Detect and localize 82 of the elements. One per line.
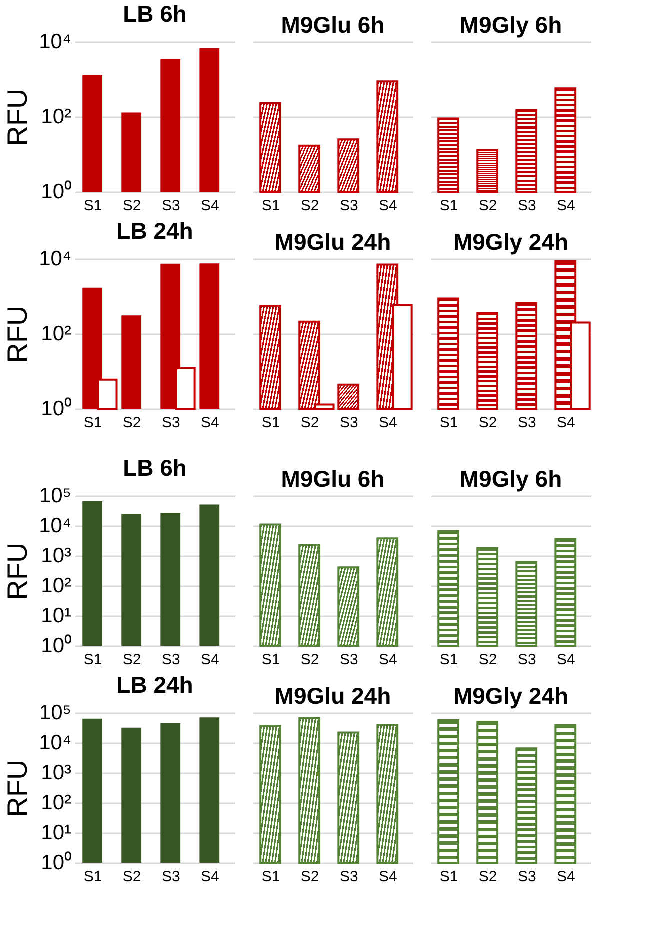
x-tick-label: S1 xyxy=(262,652,280,668)
x-tick-label: S2 xyxy=(300,198,320,214)
y-tick-label: 10³ xyxy=(41,544,72,568)
x-tick-label: S2 xyxy=(478,414,498,432)
x-tick-label: S1 xyxy=(84,414,102,432)
y-tick-label: 10² xyxy=(41,106,72,128)
x-tick-label: S1 xyxy=(440,868,458,886)
x-tick-label: S4 xyxy=(378,652,398,668)
chart-title: M9Glu 6h xyxy=(281,12,385,38)
x-tick-label: S1 xyxy=(440,198,458,214)
y-tick-label: 10⁰ xyxy=(41,398,72,420)
chart-title: M9Gly 6h xyxy=(460,466,562,492)
y-axis-title: RFU xyxy=(2,542,34,600)
y-axis-title: RFU xyxy=(2,88,34,146)
chart-title: M9Gly 24h xyxy=(453,683,569,709)
x-tick-label: S4 xyxy=(200,652,220,668)
x-tick-label: S1 xyxy=(262,414,280,432)
y-tick-label: 10² xyxy=(41,322,72,346)
x-tick-label: S1 xyxy=(440,414,458,432)
y-tick-label: 10⁰ xyxy=(41,180,72,204)
x-tick-label: S3 xyxy=(518,652,536,668)
x-tick-label: S2 xyxy=(122,868,142,886)
x-tick-label: S1 xyxy=(262,198,280,214)
x-tick-label: S2 xyxy=(300,868,320,886)
x-tick-label: S4 xyxy=(200,868,220,886)
y-tick-label: 10⁴ xyxy=(39,732,72,754)
y-tick-label: 10¹ xyxy=(41,822,72,844)
y-tick-label: 10⁰ xyxy=(41,634,72,658)
x-tick-label: S2 xyxy=(300,414,320,432)
chart-title: M9Glu 24h xyxy=(274,229,392,255)
chart-title: LB 6h xyxy=(123,455,187,481)
x-tick-label: S2 xyxy=(122,414,142,432)
y-tick-label: 10⁵ xyxy=(39,484,72,508)
x-tick-label: S4 xyxy=(556,414,576,432)
x-tick-label: S4 xyxy=(378,198,398,214)
x-tick-label: S4 xyxy=(200,198,220,214)
y-axis-title: RFU xyxy=(2,760,34,818)
x-tick-label: S3 xyxy=(162,652,180,668)
x-tick-label: S4 xyxy=(556,652,576,668)
x-tick-label: S3 xyxy=(162,414,180,432)
x-tick-label: S3 xyxy=(162,868,180,886)
x-tick-label: S3 xyxy=(162,198,180,214)
chart-title: M9Gly 6h xyxy=(460,12,562,38)
x-tick-label: S3 xyxy=(518,414,536,432)
x-tick-label: S1 xyxy=(84,868,102,886)
chart-title: M9Glu 6h xyxy=(281,466,385,492)
x-tick-label: S3 xyxy=(340,868,358,886)
y-axis-title: RFU xyxy=(2,306,34,364)
y-tick-label: 10⁵ xyxy=(39,702,72,724)
y-tick-label: 10² xyxy=(41,792,72,814)
x-tick-label: S4 xyxy=(556,198,576,214)
x-tick-label: S4 xyxy=(556,868,576,886)
y-tick-label: 10¹ xyxy=(41,604,72,628)
y-tick-label: 10⁴ xyxy=(39,30,72,54)
x-tick-label: S3 xyxy=(518,868,536,886)
x-tick-label: S3 xyxy=(518,198,536,214)
x-tick-label: S2 xyxy=(122,198,142,214)
chart-title: M9Glu 24h xyxy=(274,683,392,709)
x-tick-label: S3 xyxy=(340,198,358,214)
x-tick-label: S4 xyxy=(378,414,398,432)
x-tick-label: S4 xyxy=(200,414,220,432)
x-tick-label: S1 xyxy=(84,652,102,668)
chart-title: LB 24h xyxy=(116,218,194,244)
y-tick-label: 10² xyxy=(41,574,72,598)
y-tick-label: 10⁴ xyxy=(39,514,72,538)
chart-title: LB 24h xyxy=(116,672,194,698)
y-tick-label: 10⁴ xyxy=(39,248,72,270)
x-tick-label: S3 xyxy=(340,652,358,668)
x-tick-label: S2 xyxy=(478,868,498,886)
x-tick-label: S1 xyxy=(262,868,280,886)
chart-title: LB 6h xyxy=(123,1,187,27)
x-tick-label: S2 xyxy=(478,198,498,214)
y-tick-label: 10³ xyxy=(41,762,72,784)
x-tick-label: S2 xyxy=(300,652,320,668)
x-tick-label: S4 xyxy=(378,868,398,886)
x-tick-label: S2 xyxy=(122,652,142,668)
x-tick-label: S2 xyxy=(478,652,498,668)
chart-title: M9Gly 24h xyxy=(453,229,569,255)
y-tick-label: 10⁰ xyxy=(41,852,72,874)
x-tick-label: S1 xyxy=(440,652,458,668)
x-tick-label: S1 xyxy=(84,198,102,214)
x-tick-label: S3 xyxy=(340,414,358,432)
